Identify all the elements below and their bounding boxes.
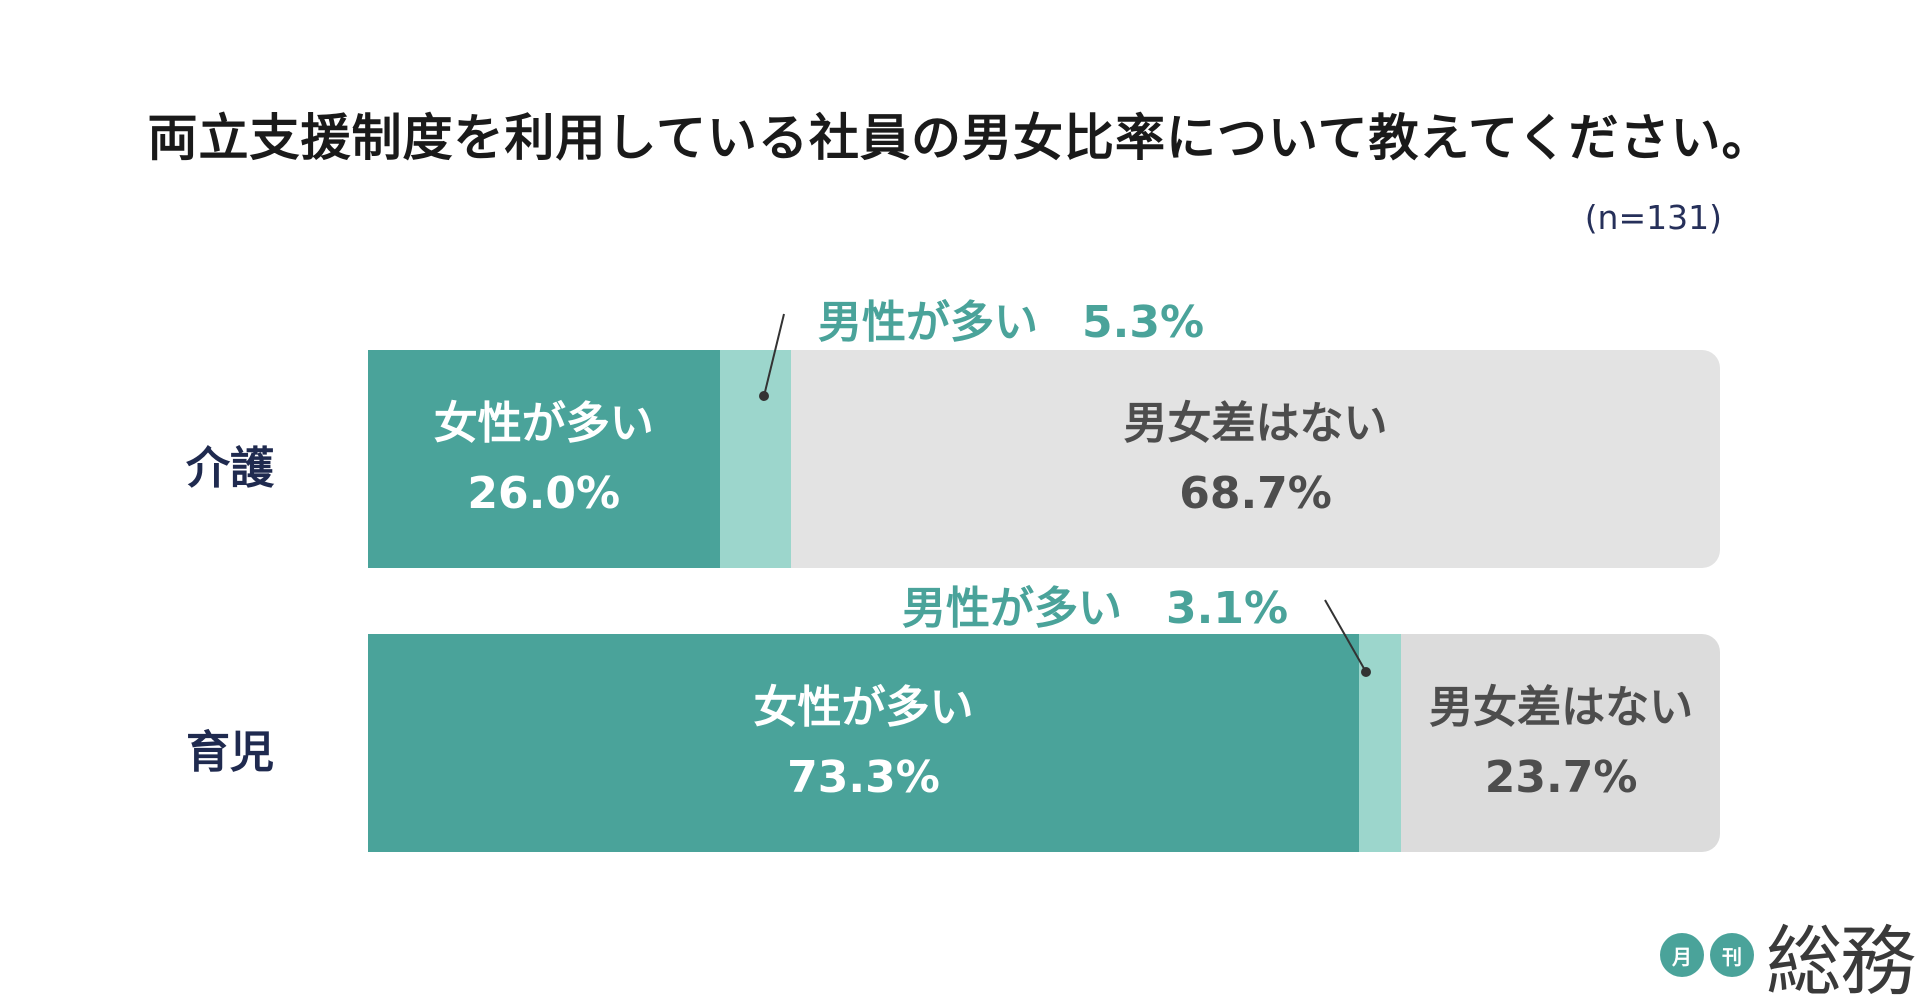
sample-size: (n=131) <box>1584 198 1722 237</box>
segment-label-kaigo-none: 男女差はない <box>1123 397 1388 449</box>
logo-text-soumu: 総務 <box>1766 917 1916 1005</box>
segment-value-kaigo-women: 26.0% <box>467 468 621 519</box>
callout-value-ikuji-men: 3.1% <box>1166 583 1289 634</box>
callout-kaigo-men: 男性が多い 5.3% <box>818 286 1204 350</box>
category-label-ikuji: 育児 <box>186 727 274 778</box>
bar-row-kaigo: 女性が多い 26.0% 男女差はない 68.7% <box>368 350 1720 568</box>
callout-label-ikuji-men: 男性が多い <box>902 583 1122 634</box>
category-label-kaigo: 介護 <box>186 443 274 494</box>
bar-segment-kaigo-none: 男女差はない 68.7% <box>791 350 1720 568</box>
segment-label-kaigo-women: 女性が多い <box>433 397 654 449</box>
callout-ikuji-men: 男性が多い 3.1% <box>902 572 1288 636</box>
bar-segment-kaigo-women: 女性が多い 26.0% <box>368 350 720 568</box>
chart-title: 両立支援制度を利用している社員の男女比率について教えてください。 <box>147 109 1773 167</box>
segment-value-kaigo-none: 68.7% <box>1179 468 1332 519</box>
bar-segment-ikuji-women: 女性が多い 73.3% <box>368 634 1360 852</box>
segment-label-ikuji-none: 男女差はない <box>1429 681 1694 733</box>
logo-circle-kan: 刊 <box>1710 933 1754 977</box>
callout-label-kaigo-men: 男性が多い <box>818 297 1038 348</box>
segment-value-ikuji-women: 73.3% <box>787 752 940 803</box>
segment-label-ikuji-women: 女性が多い <box>753 681 974 733</box>
publisher-logo: 月 刊 総務 <box>1660 900 1916 1005</box>
bar-segment-ikuji-men <box>1359 634 1401 852</box>
bar-segment-ikuji-none: 男女差はない 23.7% <box>1400 634 1720 852</box>
callout-value-kaigo-men: 5.3% <box>1082 297 1205 348</box>
logo-circle-getsu: 月 <box>1660 933 1704 977</box>
segment-value-ikuji-none: 23.7% <box>1484 752 1638 803</box>
bar-segment-kaigo-men <box>719 350 792 568</box>
bar-row-ikuji: 女性が多い 73.3% 男女差はない 23.7% <box>368 634 1720 852</box>
